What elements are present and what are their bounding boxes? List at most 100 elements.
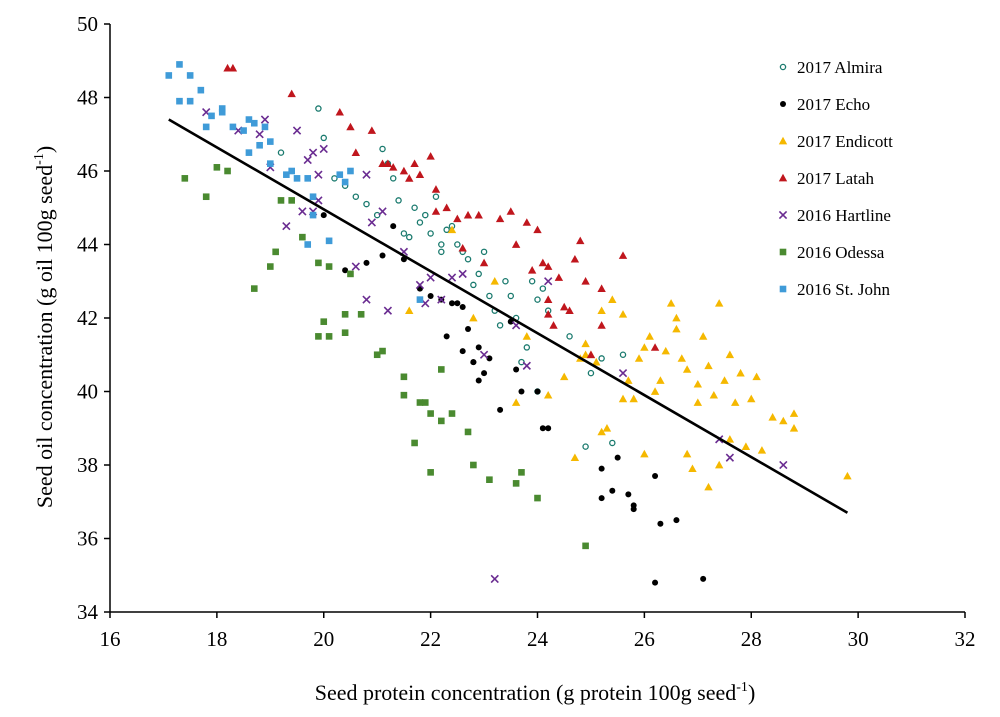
data-point [470, 359, 477, 366]
legend-marker [779, 285, 787, 293]
data-point [534, 494, 541, 502]
x-axis-title: Seed protein concentration (g protein 10… [315, 680, 756, 705]
data-point [539, 425, 546, 432]
data-point [277, 149, 285, 156]
data-point [346, 122, 355, 131]
data-point [463, 210, 473, 219]
x-tick-label: 28 [741, 627, 762, 651]
x-tick-label: 16 [100, 627, 121, 651]
data-point [527, 266, 537, 274]
data-point [303, 155, 312, 165]
data-point [400, 230, 408, 237]
data-point [682, 365, 692, 373]
data-point [700, 575, 707, 582]
data-point [228, 63, 238, 72]
data-point [438, 417, 445, 425]
legend-label: 2017 Latah [797, 169, 874, 188]
legend-marker [780, 101, 786, 107]
data-point [282, 221, 291, 231]
legend-marker [779, 63, 787, 71]
data-point [459, 303, 466, 310]
data-point [336, 171, 344, 178]
data-point [518, 388, 525, 395]
data-point [213, 164, 221, 171]
data-point [288, 197, 295, 204]
data-point [741, 442, 751, 450]
data-point [443, 333, 450, 340]
axes [104, 23, 966, 618]
y-tick-label: 42 [77, 306, 98, 330]
legend-label: 2017 Endicott [797, 132, 893, 151]
data-point [438, 248, 445, 256]
data-point [507, 318, 514, 325]
data-point [650, 343, 660, 351]
data-point [522, 332, 532, 340]
x-tick-label: 18 [206, 627, 227, 651]
data-point [320, 212, 327, 219]
data-point [277, 197, 285, 204]
data-point [704, 482, 713, 491]
data-point [522, 218, 532, 226]
data-point [597, 284, 606, 292]
data-point [427, 469, 434, 476]
data-point [581, 277, 590, 285]
data-point [512, 480, 520, 487]
data-point [495, 214, 505, 223]
x-tick-label: 26 [634, 627, 655, 651]
data-point [186, 72, 194, 79]
legend-item: 2017 Endicott [778, 132, 893, 151]
data-point [347, 270, 354, 278]
data-point [427, 230, 434, 237]
legend-marker [778, 136, 788, 145]
data-point [602, 424, 612, 432]
legend-item: 2017 Echo [780, 95, 870, 114]
data-point [693, 379, 703, 388]
data-point [442, 203, 451, 212]
data-point [652, 473, 659, 480]
data-point [383, 306, 393, 315]
data-point [431, 207, 441, 215]
data-point [554, 273, 564, 281]
data-point [373, 351, 381, 359]
data-point [544, 277, 553, 286]
data-point [325, 263, 333, 270]
data-point [640, 449, 649, 458]
y-tick-label: 36 [77, 527, 98, 551]
legend-label: 2016 Hartline [797, 206, 891, 225]
legend-label: 2017 Almira [797, 58, 883, 77]
data-point [379, 145, 386, 153]
data-point [422, 211, 429, 219]
data-point [267, 160, 274, 167]
data-point [789, 409, 799, 417]
data-point [534, 296, 541, 303]
data-point [507, 292, 515, 300]
data-point [560, 372, 569, 381]
data-point [245, 116, 253, 123]
y-axis-title: Seed oil concentration (g oil 100g seed-… [32, 146, 57, 508]
data-point [597, 321, 606, 329]
data-point [304, 241, 312, 248]
data-point [325, 237, 333, 245]
legend: 2017 Almira 2017 Echo 2017 Endicott 2017 La… [778, 58, 893, 299]
data-point [481, 370, 488, 377]
data-point [411, 204, 418, 211]
data-point [704, 361, 713, 370]
data-point [448, 410, 456, 417]
data-point [176, 97, 183, 105]
series-2017-echo [320, 212, 707, 586]
series-2017-endicott [405, 225, 852, 491]
data-point [672, 313, 681, 322]
data-point [223, 63, 232, 72]
data-point [458, 269, 467, 279]
data-point [534, 388, 541, 395]
data-point [486, 355, 493, 362]
data-point [405, 233, 413, 241]
data-point [731, 398, 740, 406]
data-point [319, 144, 328, 154]
legend-label: 2016 Odessa [797, 243, 885, 262]
data-point [475, 377, 482, 384]
trendline [168, 118, 849, 514]
data-point [789, 424, 799, 432]
data-point [490, 574, 499, 584]
data-point [581, 350, 590, 359]
